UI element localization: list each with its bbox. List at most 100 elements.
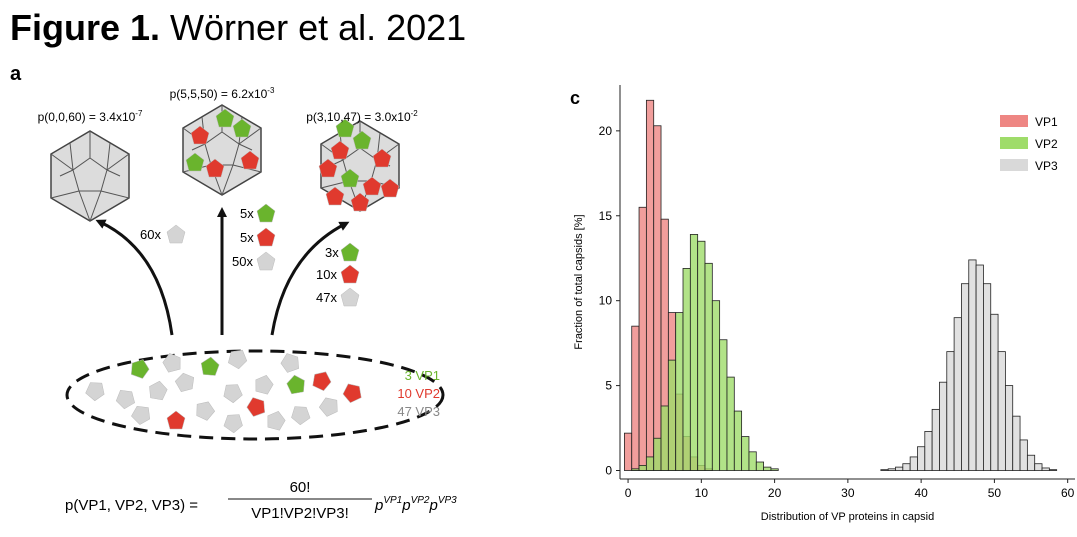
y-tick-label: 0 [605, 464, 612, 478]
count: 47x [316, 290, 337, 305]
histogram-bar [631, 325, 640, 471]
legend-label: VP1 [1035, 115, 1058, 129]
prob-exp: -7 [135, 109, 143, 118]
histogram-bar [653, 437, 662, 471]
legend-swatch [1000, 115, 1028, 127]
histogram-bar [667, 359, 677, 471]
histogram-bar [1048, 469, 1058, 471]
formula: p(VP1, VP2, VP3) = 60! VP1!VP2!VP3! pVP1… [65, 479, 457, 522]
histogram-bar [675, 312, 684, 471]
histogram-bar [770, 468, 779, 471]
histogram-bar [1026, 454, 1036, 471]
count: 5x [240, 206, 254, 221]
histogram-bar [902, 463, 911, 471]
y-tick-label: 20 [599, 124, 613, 138]
histogram-bar [689, 234, 699, 471]
y-tick-label: 10 [599, 294, 613, 308]
base: p [429, 497, 438, 514]
histogram-bar [968, 259, 977, 471]
histogram-bar [755, 461, 765, 471]
prob-text: p(5,5,50) = 6.2x10 [170, 87, 268, 101]
base: p [401, 497, 410, 514]
histogram-bar [953, 317, 962, 471]
count: 5x [240, 230, 254, 245]
exp: VP1 [383, 495, 402, 506]
panel-label: a [10, 63, 22, 85]
probability: p(0,0,60) = 3.4x10-7 [38, 109, 143, 124]
histogram-bar [895, 466, 904, 471]
histogram-bar [961, 283, 970, 471]
histogram-bar [631, 468, 640, 471]
y-axis-label: Fraction of total capsids [%] [573, 214, 585, 349]
base: p [374, 497, 383, 514]
histogram-bar [623, 432, 633, 471]
histogram-bar [1019, 439, 1028, 471]
prob-exp: -2 [411, 109, 419, 118]
legend-label: VP2 [1035, 137, 1058, 151]
histogram-bar [711, 300, 721, 471]
histogram-bar [733, 410, 743, 471]
count: 3x [325, 245, 339, 260]
histogram-bar [939, 381, 948, 471]
probability: p(3,10,47) = 3.0x10-2 [306, 109, 418, 124]
legend-swatch [1000, 137, 1028, 149]
histogram-bar [990, 313, 999, 471]
figure-title: Figure 1. Wörner et al. 2021 [10, 7, 466, 48]
x-tick-label: 60 [1061, 486, 1075, 500]
x-tick-label: 20 [768, 486, 782, 500]
histogram-bar [726, 376, 735, 471]
arrows [95, 207, 350, 336]
y-tick-label: 15 [599, 209, 613, 223]
histogram-bar [1004, 385, 1014, 471]
panel-label: c [570, 88, 580, 108]
histogram-bar [653, 125, 662, 471]
histogram-bar [748, 451, 757, 471]
histogram-bar [983, 283, 992, 471]
prob-text: p(3,10,47) = 3.0x10 [306, 110, 411, 124]
histogram-bar [719, 339, 728, 471]
histogram-bar [1041, 467, 1050, 471]
histogram-bar [638, 206, 647, 471]
denominator: VP1!VP2!VP3! [251, 505, 349, 522]
histogram-bar [704, 262, 713, 471]
histogram-bar [1034, 463, 1043, 471]
histogram-bar [1012, 415, 1021, 471]
histogram-bar [880, 469, 889, 471]
pool-legend: 3 VP1 [405, 368, 440, 383]
pool-legend: 10 VP2 [397, 386, 440, 401]
x-tick-label: 50 [988, 486, 1002, 500]
histogram-bar [763, 466, 772, 471]
histogram-bar [946, 351, 955, 471]
histogram-bar [697, 240, 706, 471]
histogram-bar [887, 468, 896, 471]
pool [65, 349, 445, 441]
histogram-bar [909, 456, 918, 471]
factors: pVP1pVP2pVP3 [374, 495, 457, 514]
pool-legend: 47 VP3 [397, 404, 440, 419]
histogram-bar [682, 268, 691, 471]
histogram-bar [997, 351, 1006, 471]
numerator: 60! [290, 479, 311, 496]
histogram-bar [660, 405, 669, 471]
histogram-bar [645, 99, 655, 471]
x-tick-label: 40 [914, 486, 928, 500]
histogram-bar [741, 436, 750, 471]
x-tick-label: 30 [841, 486, 855, 500]
prob-text: p(0,0,60) = 3.4x10 [38, 110, 136, 124]
histogram-bar [917, 446, 926, 471]
histogram-bar [931, 408, 940, 471]
legend-label: VP3 [1035, 159, 1058, 173]
formula-lhs: p(VP1, VP2, VP3) = [65, 497, 198, 514]
x-axis-label: Distribution of VP proteins in capsid [761, 511, 934, 523]
title-bold: Figure 1. [10, 7, 160, 48]
probability: p(5,5,50) = 6.2x10-3 [170, 86, 275, 101]
histogram-bar [645, 456, 655, 471]
exp: VP3 [438, 495, 457, 506]
count: 10x [316, 267, 337, 282]
y-tick-label: 5 [605, 379, 612, 393]
x-tick-label: 0 [625, 486, 632, 500]
histogram-bar [924, 431, 933, 471]
title-rest: Wörner et al. 2021 [170, 7, 466, 48]
legend-swatch [1000, 159, 1028, 171]
